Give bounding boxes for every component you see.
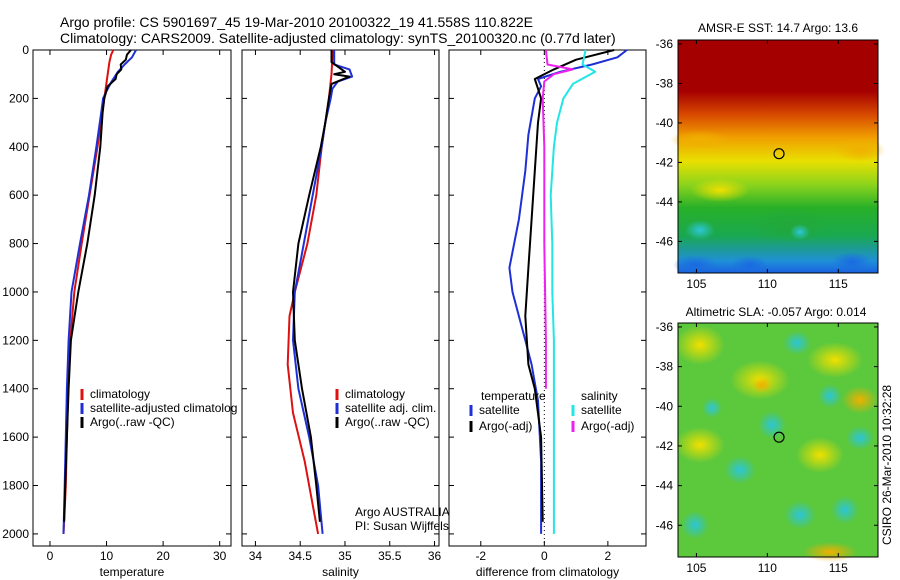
y-tick-label: -42 [656,439,674,453]
legend-label: climatology [345,387,405,401]
sst-map-frame [677,39,879,274]
argo-float-marker [773,148,785,160]
temperature-panel: 0 10 20 30 0 200 400 600 800 1000 1200 1400 1600 1800… [2,43,237,579]
legend-label: satellite-adjusted climatolog [90,401,237,415]
legend-group-title: temperature [481,389,546,403]
sla-map-title: Altimetric SLA: -0.057 Argo: 0.014 [686,305,867,319]
x-tick-label: 35 [338,549,352,563]
temperature-panel-frame [32,49,232,547]
credit-stamp: CSIRO 26-Mar-2010 10:32:28 [880,385,894,545]
x-tick-label: 36 [428,549,442,563]
difference-panel: -2 0 2 difference from climatology temperatu… [448,49,647,579]
argo-float-marker [773,431,785,443]
y-tick-label: 200 [9,91,29,105]
y-tick-label: -40 [656,399,674,413]
x-tick-label: 110 [758,277,777,291]
x-tick-label: 115 [829,277,848,291]
difference-panel-frame [448,49,647,547]
header-line-1: Argo profile: CS 5901697_45 19-Mar-2010 … [60,14,533,30]
y-tick-label: -36 [656,37,674,51]
salinity-panel-series-black-line [292,50,351,522]
temperature-panel-xlabel: temperature [100,565,165,579]
figure-header: Argo profile: CS 5901697_45 19-Mar-2010 … [60,14,616,46]
y-tick-label: 1800 [2,479,29,493]
difference-panel-series-magenta-line [541,49,574,389]
y-tick-label: 800 [9,237,29,251]
y-tick-label: 1000 [2,285,29,299]
y-tick-label: -42 [656,155,674,169]
profile-panels: 0 10 20 30020040060080010001200140016001800… [2,43,647,579]
x-tick-label: 20 [156,549,170,563]
sla-map-panel: Altimetric SLA: -0.057 Argo: 0.014 [656,305,879,575]
x-tick-label: -2 [475,549,486,563]
sst-map-title: AMSR-E SST: 14.7 Argo: 13.6 [698,21,858,35]
x-tick-label: 0 [541,549,548,563]
y-tick-label: -38 [656,76,674,90]
salinity-panel-series-blue-line [292,50,354,534]
legend-label: Argo(..raw -QC) [90,415,175,429]
temperature-panel-series-black-line [63,49,132,522]
difference-panel-series-cyan-line [549,49,597,534]
y-tick-label: -40 [656,116,674,130]
x-tick-label: 2 [605,549,612,563]
sst-map-axes: 105 110 115 -36 -38 -40 -42 -44 -46 [656,37,879,291]
sst-map-panel: AMSR-E SST: 14.7 Argo: 13.6 105 110 115 -36… [656,21,885,291]
x-tick-label: 115 [829,561,848,575]
sla-map-axes: 105 110 115 -36 -38 -40 -42 -44 -46 [656,320,879,575]
y-tick-label: -46 [656,234,674,248]
salinity-panel: 34 34.5 35 35.5 36 salinity climatologysatelli… [241,49,450,579]
sla-map-frame [677,322,879,558]
y-tick-label: 600 [9,188,29,202]
legend-label: satellite [581,403,622,417]
x-tick-label: 30 [213,549,227,563]
legend-label: Argo(-adj) [581,419,634,433]
legend-label: Argo(..raw -QC) [345,415,430,429]
salinity-panel-series-red-line [286,49,335,535]
legend-label: climatology [90,387,150,401]
y-tick-label: 1400 [2,382,29,396]
y-tick-label: -44 [656,195,674,209]
sla-map-field [675,323,878,562]
y-tick-label: 1200 [2,333,29,347]
y-tick-label: -46 [656,518,674,532]
x-tick-label: 34.5 [289,549,313,563]
y-tick-label: 1600 [2,430,29,444]
legend-label: Argo(-adj) [479,419,532,433]
salinity-panel-xlabel: salinity [322,565,359,579]
y-tick-label: -38 [656,360,674,374]
x-tick-label: 0 [47,549,54,563]
panel-annotation-line: PI: Susan Wijffels [355,519,449,533]
y-tick-label: -44 [656,479,674,493]
difference-panel-xlabel: difference from climatology [476,565,619,579]
y-tick-label: -36 [656,320,674,334]
x-tick-label: 110 [758,561,777,575]
x-tick-label: 34 [249,549,263,563]
y-tick-label: 2000 [2,527,29,541]
x-tick-label: 105 [686,277,706,291]
x-tick-label: 35.5 [378,549,402,563]
x-tick-label: 105 [686,561,706,575]
x-tick-label: 10 [100,549,114,563]
panel-annotation-line: Argo AUSTRALIA [355,505,450,519]
legend-label: satellite [479,403,520,417]
sst-map-field [670,40,885,275]
legend-label: satellite adj. clim. [345,401,436,415]
y-tick-label: 0 [22,43,29,57]
salinity-panel-frame [241,49,440,547]
difference-panel-series-black-line [524,49,615,522]
y-tick-label: 400 [9,140,29,154]
legend-group-title: salinity [581,389,618,403]
header-line-2: Climatology: CARS2009. Satellite-adjuste… [60,30,616,46]
